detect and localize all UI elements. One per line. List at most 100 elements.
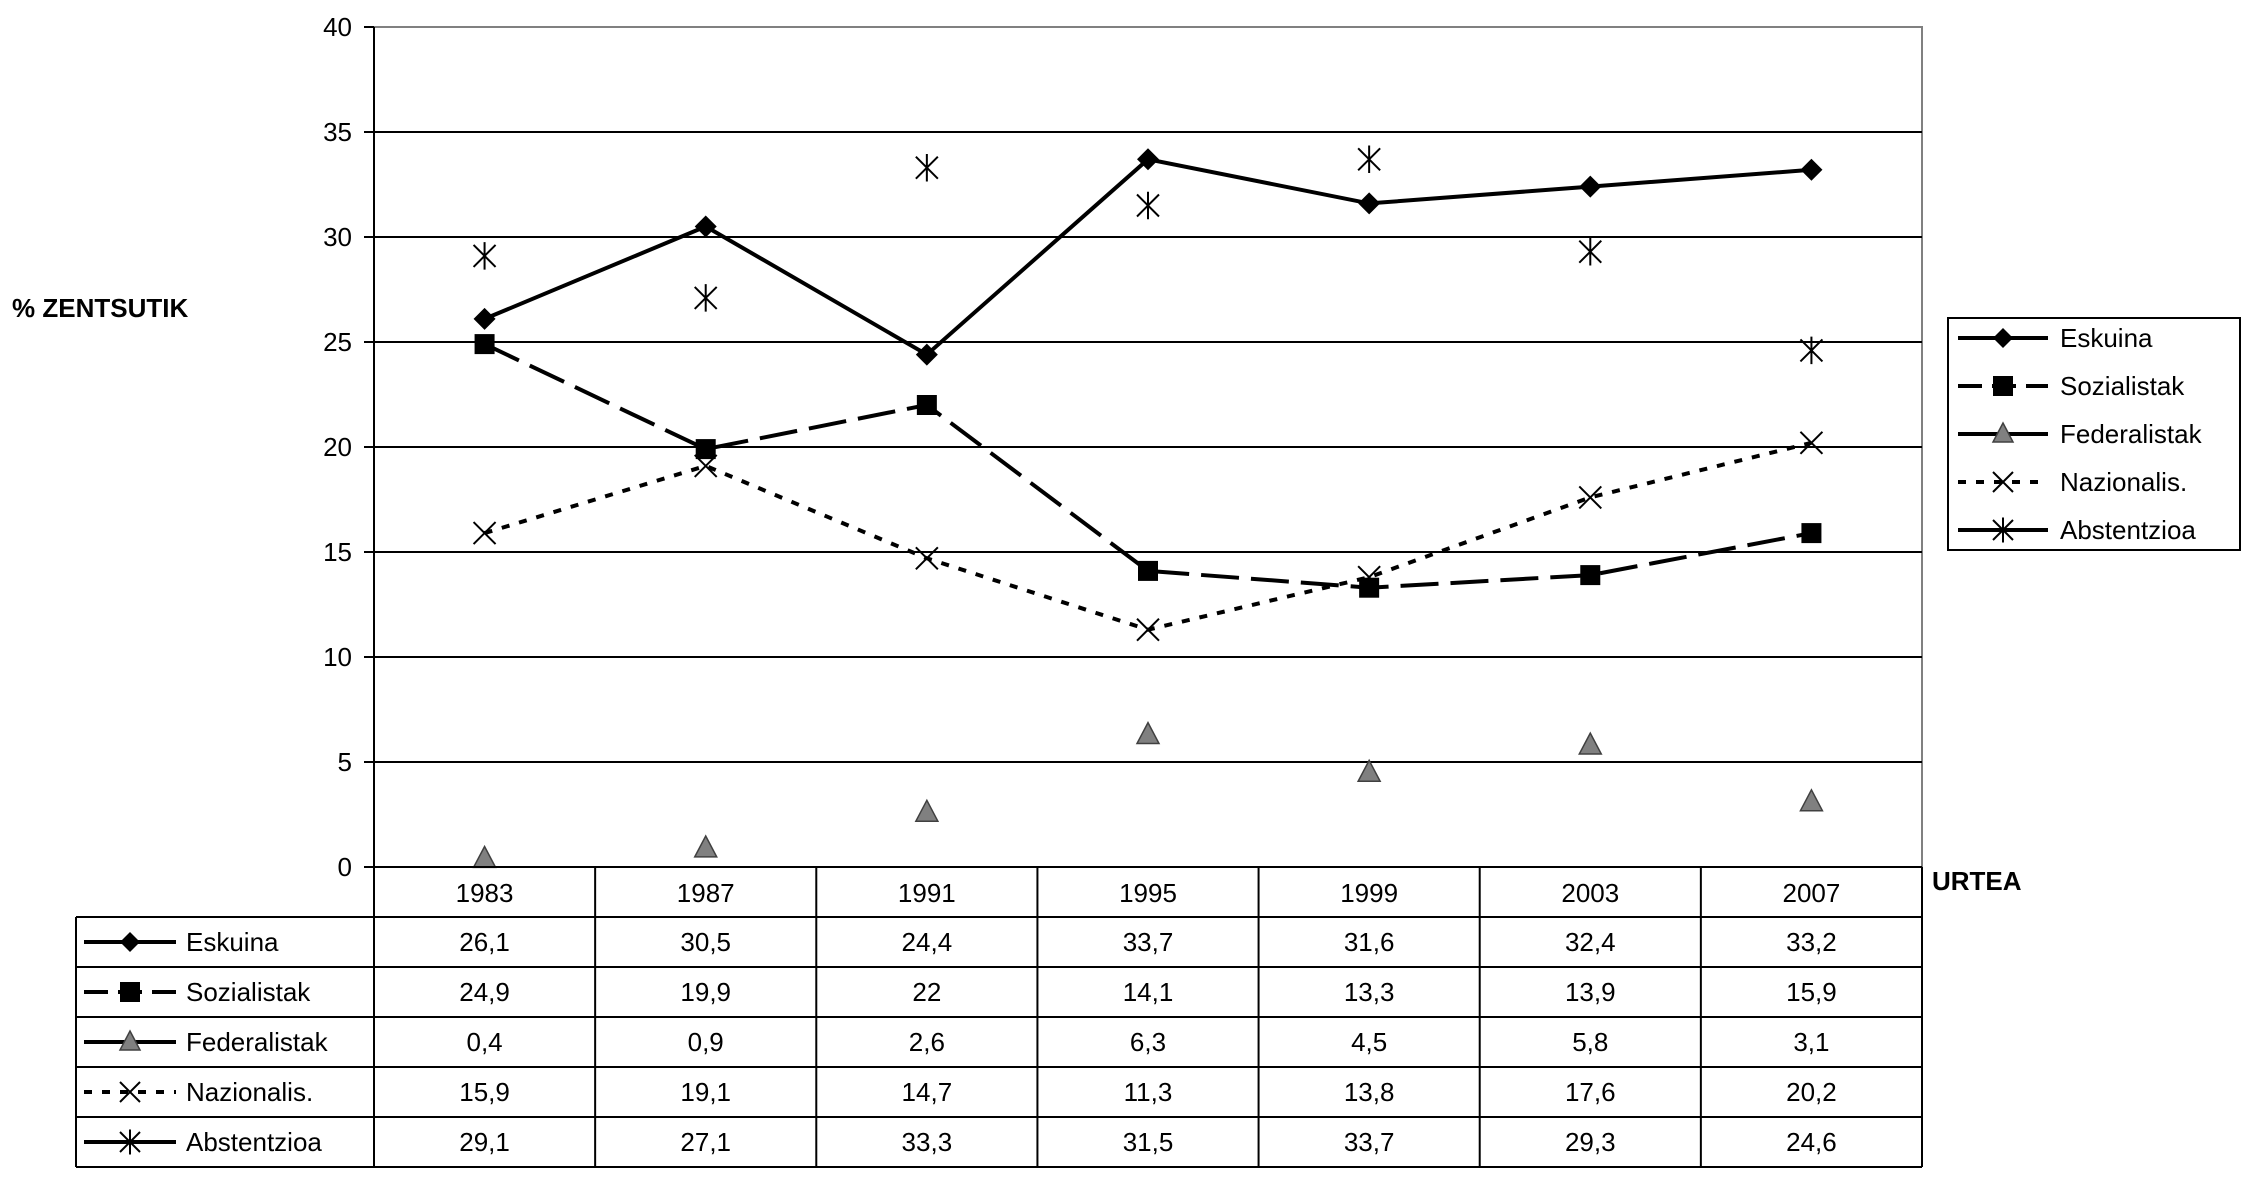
legend-label: Sozialistak bbox=[2060, 371, 2185, 401]
table-cell: 20,2 bbox=[1786, 1077, 1837, 1107]
y-tick-label: 30 bbox=[323, 222, 352, 252]
x-tick-label: 1999 bbox=[1340, 878, 1398, 908]
data-point bbox=[694, 454, 718, 478]
table-cell: 6,3 bbox=[1130, 1027, 1166, 1057]
x-axis-label: URTEA bbox=[1932, 866, 2022, 896]
table-row-label: Nazionalis. bbox=[186, 1077, 313, 1107]
data-point bbox=[1580, 565, 1601, 586]
legend-marker bbox=[1992, 471, 2014, 493]
table-cell: 33,3 bbox=[902, 1127, 953, 1157]
data-table: 1983 1987 1991 1995 1999 2003 2007 Eskuina 26,1 3… bbox=[75, 866, 1923, 1168]
table-cell: 32,4 bbox=[1565, 927, 1616, 957]
table-cell: 33,7 bbox=[1344, 1127, 1395, 1157]
table-cell: 19,9 bbox=[680, 977, 731, 1007]
table-row-label: Eskuina bbox=[186, 927, 279, 957]
table-row: Eskuina 26,1 30,5 24,4 33,7 31,6 32,4 33,2 bbox=[84, 927, 1837, 957]
y-axis-label: % ZENTSUTIK bbox=[12, 293, 188, 323]
data-point bbox=[1801, 523, 1822, 544]
table-cell: 31,5 bbox=[1123, 1127, 1174, 1157]
table-cell: 11,3 bbox=[1124, 1077, 1173, 1107]
y-tick-label: 0 bbox=[338, 852, 352, 882]
legend-label: Nazionalis. bbox=[2060, 467, 2187, 497]
series-sozialistak bbox=[474, 334, 1822, 598]
table-cell: 5,8 bbox=[1572, 1027, 1608, 1057]
legend-label: Federalistak bbox=[2060, 419, 2203, 449]
data-point bbox=[916, 395, 937, 415]
data-point bbox=[1138, 560, 1158, 581]
data-point bbox=[474, 334, 495, 355]
table-cell: 4,5 bbox=[1351, 1027, 1387, 1057]
table-legend-marker bbox=[120, 982, 140, 1002]
table-row-label: Abstentzioa bbox=[186, 1127, 322, 1157]
data-point bbox=[695, 439, 716, 460]
data-point bbox=[1800, 158, 1823, 181]
data-point bbox=[915, 343, 938, 366]
data-point bbox=[1135, 720, 1161, 745]
table-cell: 17,6 bbox=[1565, 1077, 1616, 1107]
table-cell: 14,7 bbox=[902, 1077, 953, 1107]
table-cell: 13,9 bbox=[1565, 977, 1616, 1007]
gridlines bbox=[374, 131, 1922, 763]
data-point bbox=[1799, 431, 1824, 455]
x-tick-label: 2003 bbox=[1561, 878, 1619, 908]
legend-item: Eskuina bbox=[1958, 323, 2153, 353]
table-row: Federalistak 0,4 0,9 2,6 6,3 4,5 5,8 3,1 bbox=[84, 1027, 1830, 1057]
data-point bbox=[1357, 565, 1381, 589]
table-cell: 24,4 bbox=[902, 927, 953, 957]
table-legend-marker bbox=[118, 1029, 142, 1051]
data-point bbox=[693, 834, 718, 858]
table-cell: 27,1 bbox=[680, 1127, 731, 1157]
y-tick-label: 5 bbox=[338, 747, 352, 777]
data-point bbox=[915, 546, 939, 571]
data-point bbox=[914, 798, 940, 822]
table-cell: 30,5 bbox=[680, 927, 731, 957]
table-legend-marker bbox=[120, 932, 140, 952]
y-tick-label: 40 bbox=[323, 12, 352, 42]
data-point bbox=[694, 215, 717, 238]
table-cell: 0,4 bbox=[466, 1027, 502, 1057]
legend: Eskuina Sozialistak Federalistak Nazionalis… bbox=[1947, 317, 2241, 551]
y-tick-label: 35 bbox=[323, 117, 352, 147]
table-cell: 33,2 bbox=[1786, 927, 1837, 957]
table-cell: 13,8 bbox=[1344, 1077, 1395, 1107]
data-point bbox=[694, 284, 718, 312]
table-legend-marker bbox=[119, 1129, 141, 1155]
legend-marker bbox=[1993, 328, 2013, 348]
y-tick-label: 20 bbox=[323, 432, 352, 462]
table-row: Sozialistak 24,9 19,9 22 14,1 13,3 13,9 15,9 bbox=[84, 977, 1837, 1007]
data-point bbox=[472, 242, 497, 270]
table-row: Nazionalis. 15,9 19,1 14,7 11,3 13,8 17,6 20,2 bbox=[84, 1077, 1837, 1107]
y-tick-label: 15 bbox=[323, 537, 352, 567]
table-cell: 15,9 bbox=[1786, 977, 1837, 1007]
y-tick-label: 10 bbox=[323, 642, 352, 672]
data-point bbox=[1357, 145, 1381, 174]
legend-item: Federalistak bbox=[1958, 419, 2203, 449]
legend-marker bbox=[1993, 376, 2013, 396]
legend-label: Eskuina bbox=[2060, 323, 2153, 353]
data-point bbox=[1358, 192, 1381, 215]
x-tick-label: 1991 bbox=[898, 878, 956, 908]
table-cell: 15,9 bbox=[459, 1077, 510, 1107]
data-point bbox=[1579, 175, 1602, 198]
y-axis: 0 5 10 15 20 25 30 35 40 bbox=[323, 12, 375, 882]
table-row: Abstentzioa 29,1 27,1 33,3 31,5 33,7 29,3 24,6 bbox=[84, 1127, 1837, 1157]
series-eskuina bbox=[473, 148, 1823, 366]
table-cell: 22 bbox=[912, 977, 941, 1007]
data-point bbox=[472, 521, 497, 545]
table-cell: 13,3 bbox=[1344, 977, 1395, 1007]
series-nazionalis bbox=[472, 431, 1824, 642]
table-cell: 14,1 bbox=[1123, 977, 1174, 1007]
data-point bbox=[1578, 731, 1603, 755]
series-abstentzioa bbox=[472, 145, 1824, 365]
table-cell: 2,6 bbox=[909, 1027, 945, 1057]
data-point bbox=[1137, 148, 1159, 171]
legend-marker bbox=[1991, 421, 2015, 443]
legend-item: Abstentzioa bbox=[1958, 515, 2196, 545]
data-point bbox=[1578, 237, 1602, 266]
legend-marker bbox=[1992, 517, 2014, 543]
data-point bbox=[915, 153, 939, 182]
x-tick-label: 1987 bbox=[677, 878, 735, 908]
table-cell: 29,3 bbox=[1565, 1127, 1616, 1157]
data-point bbox=[1356, 758, 1382, 783]
